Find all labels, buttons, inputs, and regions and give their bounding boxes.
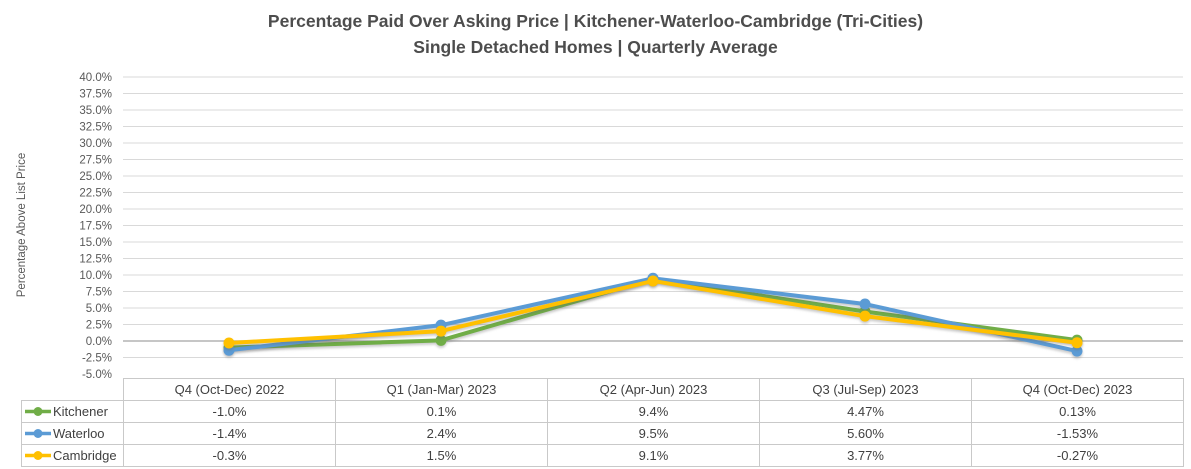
column-header: Q4 (Oct-Dec) 2023 [971,378,1184,401]
data-table: Q4 (Oct-Dec) 2022 Q1 (Jan-Mar) 2023 Q2 (Ap… [21,378,1184,467]
y-axis-tick-label: 10.0% [79,270,112,282]
y-axis-tick-label: 15.0% [79,237,112,249]
y-axis-tick-label: 40.0% [79,72,112,84]
legend-line-marker-icon [25,451,51,460]
table-cell: 4.47% [759,400,972,423]
table-cell: 9.1% [547,444,760,467]
table-cell: 9.5% [547,422,760,445]
legend-item-waterloo: Waterloo [21,422,124,445]
table-row-waterloo: Waterloo -1.4% 2.4% 9.5% 5.60% -1.53% [21,422,1184,445]
legend-label: Cambridge [53,448,117,463]
y-axis-tick-label: 12.5% [79,254,112,266]
column-header: Q2 (Apr-Jun) 2023 [547,378,760,401]
y-axis-tick-label: 25.0% [79,171,112,183]
chart-title-line1: Percentage Paid Over Asking Price | Kitc… [267,11,924,31]
column-header: Q1 (Jan-Mar) 2023 [335,378,548,401]
table-cell: 9.4% [547,400,760,423]
legend-label: Kitchener [53,404,108,419]
table-header-row: Q4 (Oct-Dec) 2022 Q1 (Jan-Mar) 2023 Q2 (Ap… [22,378,1184,401]
table-row-cambridge: Cambridge -0.3% 1.5% 9.1% 3.77% -0.27% [21,444,1184,467]
y-axis-tick-label: 27.5% [79,155,112,167]
series-cambridge [223,275,1083,349]
chart-title: Percentage Paid Over Asking Price | Kitc… [0,8,1191,60]
legend-dot [33,451,43,460]
y-axis-tick-label: 17.5% [79,221,112,233]
y-axis-tick-label: 20.0% [79,204,112,216]
y-axis-tick-label: 37.5% [79,89,112,101]
y-axis-tick-label: 0.0% [86,336,112,348]
legend-dot [33,429,43,438]
data-point-marker [859,298,871,310]
data-point-marker [435,334,447,346]
y-axis-tick-label: 32.5% [79,122,112,134]
y-axis-tick-label: -2.5% [82,353,112,365]
series-line [227,276,1079,354]
data-point-marker [859,310,871,322]
table-cell: 2.4% [335,422,548,445]
y-axis-tick-label: 35.0% [79,105,112,117]
table-cell: 0.13% [971,400,1184,423]
legend-dot [33,407,43,416]
table-cell: -1.53% [971,422,1184,445]
table-row-kitchener: Kitchener -1.0% 0.1% 9.4% 4.47% 0.13% [21,400,1184,423]
y-axis-tick-label: 30.0% [79,138,112,150]
table-cell: 0.1% [335,400,548,423]
legend-item-cambridge: Cambridge [21,444,124,467]
table-cell: 3.77% [759,444,972,467]
legend-line-marker-icon [25,429,51,438]
table-cell: 1.5% [335,444,548,467]
y-axis-tick-label: 22.5% [79,188,112,200]
y-axis-tick-label: 7.5% [86,287,112,299]
data-point-marker [1071,337,1083,349]
legend-item-kitchener: Kitchener [21,400,124,423]
chart-title-line2: Single Detached Homes | Quarterly Averag… [413,37,778,57]
column-header: Q3 (Jul-Sep) 2023 [759,378,972,401]
data-point-marker [1071,345,1083,357]
table-cell: 5.60% [759,422,972,445]
data-point-marker [223,337,235,349]
column-header: Q4 (Oct-Dec) 2022 [123,378,336,401]
table-cell: -1.0% [123,400,336,423]
data-point-marker [647,275,659,287]
y-axis-tick-label: 5.0% [86,303,112,315]
table-cell: -1.4% [123,422,336,445]
legend-line-marker-icon [25,407,51,416]
table-corner-cell [22,379,124,401]
y-axis-tick-label: -5.0% [82,369,112,381]
table-cell: -0.27% [971,444,1184,467]
y-axis-tick-label: 2.5% [86,320,112,332]
table-cell: -0.3% [123,444,336,467]
legend-label: Waterloo [53,426,105,441]
data-point-marker [435,325,447,337]
